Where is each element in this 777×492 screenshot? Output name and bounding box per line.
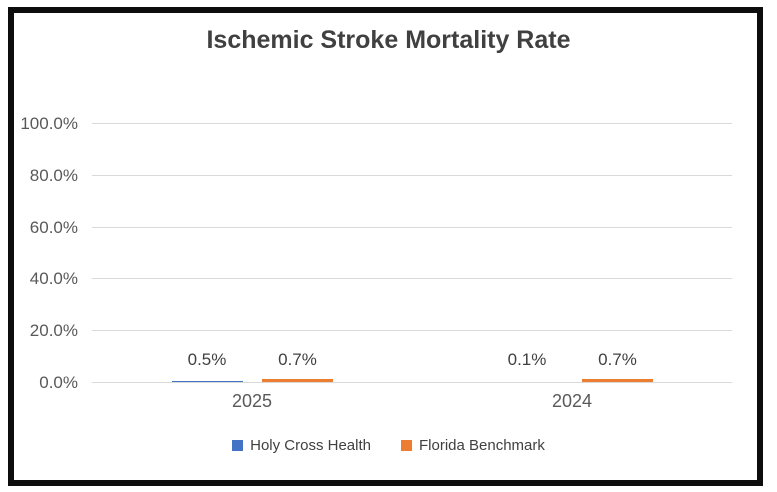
bar-value-label: 0.5% <box>187 350 227 369</box>
gridline <box>92 278 732 280</box>
plot-area: 100.0% 80.0% 60.0% 40.0% 20.0% 0.0% 0.5% 0.7% 20… <box>20 115 732 410</box>
bar-value-label: 0.7% <box>278 350 317 369</box>
legend-swatch-icon <box>232 440 244 451</box>
legend-label: Florida Benchmark <box>418 437 545 454</box>
bar-value-label: 0.7% <box>598 350 637 369</box>
chart-title: Ischemic Stroke Mortality Rate <box>206 26 571 54</box>
bar-florida-benchmark-2024 <box>582 379 653 382</box>
y-tick-label: 60.0% <box>29 217 78 237</box>
x-category-label: 2025 <box>231 391 273 411</box>
gridline <box>92 226 732 228</box>
y-tick-label: 80.0% <box>29 165 78 185</box>
y-tick-label: 40.0% <box>29 269 78 289</box>
y-tick-label: 0.0% <box>39 373 78 392</box>
legend-item-florida-benchmark: Florida Benchmark <box>400 437 545 454</box>
gridline <box>92 123 732 124</box>
gridline <box>92 174 732 176</box>
y-tick-label: 20.0% <box>29 321 78 341</box>
bar-holy-cross-health-2025 <box>171 381 243 382</box>
y-tick-label: 100.0% <box>20 114 78 133</box>
legend-item-holy-cross-health: Holy Cross Health <box>232 438 371 453</box>
x-category-label: 2024 <box>551 391 593 411</box>
legend: Holy Cross Health Florida Benchmark <box>0 438 777 453</box>
gridline <box>92 330 732 332</box>
legend-swatch-icon <box>400 440 412 451</box>
chart-frame-border <box>8 7 763 486</box>
x-axis-line <box>92 382 732 383</box>
bar-value-label: 0.1% <box>507 350 547 369</box>
bar-florida-benchmark-2025 <box>262 379 333 382</box>
legend-label: Holy Cross Health <box>250 437 371 454</box>
